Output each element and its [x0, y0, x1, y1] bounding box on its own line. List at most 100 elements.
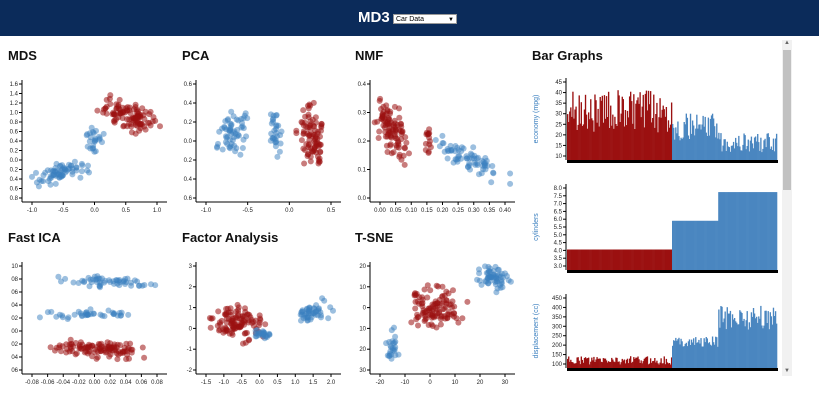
- bar: [633, 357, 635, 368]
- bar: [584, 94, 587, 160]
- bar: [775, 323, 778, 368]
- data-point: [482, 263, 488, 270]
- bar: [760, 192, 762, 270]
- data-point: [58, 278, 64, 285]
- scroll-down-icon[interactable]: ▼: [784, 368, 790, 374]
- bar: [646, 249, 649, 270]
- data-point: [240, 136, 247, 143]
- bar: [646, 356, 649, 368]
- bar: [761, 325, 763, 368]
- data-point: [89, 353, 96, 360]
- bar: [603, 95, 606, 160]
- scrollbar-thumb[interactable]: [783, 50, 791, 190]
- x-tick-label: 0: [428, 380, 432, 386]
- bar: [694, 220, 696, 270]
- mds-scatter-plot: 1.6 1.4 1.2 1.0 0.8 0.6 0.4 0.2 0.0 0.2 0.4 0.6 0.8 -…: [10, 80, 167, 214]
- bar: [764, 138, 766, 160]
- x-tick-label: 0.0: [285, 208, 294, 214]
- bar: [658, 249, 660, 270]
- bar: [614, 362, 616, 368]
- bar: [748, 322, 750, 368]
- bar: [711, 220, 714, 270]
- data-point: [310, 99, 317, 106]
- x-tick-label: 1.5: [309, 380, 318, 386]
- data-point: [460, 145, 467, 152]
- data-point: [115, 114, 122, 121]
- data-point: [315, 128, 321, 135]
- bar: [729, 151, 732, 160]
- bar-y-tick-label: 200: [552, 343, 563, 349]
- bar: [718, 309, 720, 368]
- data-point: [81, 349, 88, 356]
- y-tick-label: 0.2: [358, 139, 367, 145]
- bar: [768, 192, 770, 270]
- y-tick-label: 0.1: [358, 168, 367, 174]
- bar: [738, 135, 740, 160]
- bar: [710, 115, 713, 160]
- bar: [652, 118, 654, 160]
- bar: [643, 127, 645, 160]
- data-point: [298, 137, 305, 144]
- nmf-title: NMF: [355, 48, 384, 63]
- bar: [751, 316, 754, 368]
- bar: [674, 220, 676, 270]
- bar: [762, 328, 764, 368]
- data-point: [92, 276, 99, 283]
- bar: [645, 356, 648, 368]
- data-point: [415, 314, 422, 320]
- data-point: [106, 353, 113, 360]
- data-point: [68, 340, 75, 347]
- bar: [610, 105, 612, 160]
- data-point: [78, 168, 85, 175]
- data-point: [497, 284, 504, 291]
- data-point: [476, 266, 482, 273]
- bar: [588, 112, 590, 160]
- bar: [701, 220, 703, 270]
- data-point: [157, 123, 163, 130]
- bar: [775, 133, 778, 160]
- bar: [670, 249, 673, 270]
- economy-bar-graph: economy (mpg) 45 40 35 30 25 20 15 10: [533, 78, 778, 163]
- bar: [749, 140, 752, 160]
- bar: [648, 104, 651, 160]
- data-point: [107, 92, 114, 99]
- dataset-select[interactable]: Car Data ▼: [393, 14, 457, 24]
- bar: [601, 249, 603, 270]
- bar: [707, 220, 710, 270]
- x-tick-label: 0.0: [90, 208, 99, 214]
- bar: [632, 123, 634, 160]
- bar: [752, 192, 755, 270]
- bar: [622, 360, 624, 368]
- data-point: [490, 169, 497, 176]
- scroll-up-icon[interactable]: ▲: [784, 40, 790, 46]
- scrollbar[interactable]: ▲ ▼: [782, 40, 792, 376]
- data-point: [122, 276, 129, 282]
- bar: [697, 342, 699, 368]
- bar: [602, 249, 605, 270]
- data-point: [304, 314, 311, 321]
- tsne-title: T-SNE: [355, 230, 394, 245]
- bar: [684, 124, 686, 160]
- bar: [724, 192, 726, 270]
- pca-scatter-plot: 0.6 0.4 0.2 0.0 0.2 0.4 0.6 -1.0 -0.5 0.0 0.5: [184, 80, 341, 214]
- bar: [661, 109, 663, 160]
- data-point: [383, 340, 390, 347]
- data-point: [384, 107, 391, 113]
- bar: [648, 249, 651, 270]
- bar: [609, 249, 611, 270]
- bar: [735, 192, 737, 270]
- bar: [633, 94, 635, 160]
- bar: [720, 133, 722, 160]
- bar: [638, 103, 640, 160]
- y-tick-label: 0.2: [10, 149, 19, 155]
- data-point: [148, 281, 154, 288]
- bar: [709, 344, 712, 368]
- bar: [675, 337, 677, 368]
- bar: [763, 140, 765, 160]
- data-point: [93, 127, 99, 134]
- data-point: [408, 319, 415, 326]
- bar: [661, 363, 663, 368]
- bar: [573, 363, 575, 368]
- bar: [578, 249, 580, 270]
- bar: [746, 192, 748, 270]
